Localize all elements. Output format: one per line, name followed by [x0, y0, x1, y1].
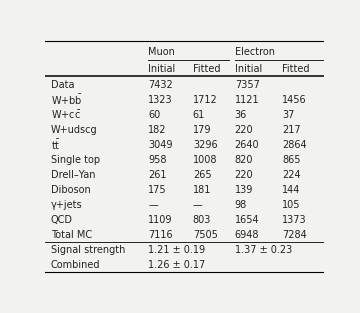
Text: 6948: 6948: [235, 230, 259, 240]
Text: Signal strength: Signal strength: [50, 245, 125, 255]
Text: 179: 179: [193, 125, 211, 135]
Text: 958: 958: [148, 155, 167, 165]
Text: 1323: 1323: [148, 95, 173, 105]
Text: 7116: 7116: [148, 230, 173, 240]
Text: 2864: 2864: [282, 140, 307, 150]
Text: QCD: QCD: [50, 215, 73, 225]
Text: 220: 220: [235, 170, 253, 180]
Text: W+b$\bar{\mathrm{b}}$: W+b$\bar{\mathrm{b}}$: [50, 93, 82, 107]
Text: 60: 60: [148, 110, 161, 120]
Text: Fitted: Fitted: [193, 64, 220, 74]
Text: 3049: 3049: [148, 140, 173, 150]
Text: Combined: Combined: [50, 260, 100, 270]
Text: 7505: 7505: [193, 230, 218, 240]
Text: —: —: [193, 200, 203, 210]
Text: 3296: 3296: [193, 140, 217, 150]
Text: 1109: 1109: [148, 215, 173, 225]
Text: Data: Data: [50, 80, 74, 90]
Text: Electron: Electron: [235, 47, 275, 57]
Text: 1654: 1654: [235, 215, 259, 225]
Text: 98: 98: [235, 200, 247, 210]
Text: 1.37 ± 0.23: 1.37 ± 0.23: [235, 245, 292, 255]
Text: 7284: 7284: [282, 230, 307, 240]
Text: W+udscg: W+udscg: [50, 125, 97, 135]
Text: 182: 182: [148, 125, 167, 135]
Text: 820: 820: [235, 155, 253, 165]
Text: Fitted: Fitted: [282, 64, 310, 74]
Text: 265: 265: [193, 170, 211, 180]
Text: 37: 37: [282, 110, 294, 120]
Text: Initial: Initial: [148, 64, 175, 74]
Text: 220: 220: [235, 125, 253, 135]
Text: 1008: 1008: [193, 155, 217, 165]
Text: Total MC: Total MC: [50, 230, 92, 240]
Text: 1.26 ± 0.17: 1.26 ± 0.17: [148, 260, 206, 270]
Text: 175: 175: [148, 185, 167, 195]
Text: 261: 261: [148, 170, 167, 180]
Text: Single top: Single top: [50, 155, 100, 165]
Text: 139: 139: [235, 185, 253, 195]
Text: 803: 803: [193, 215, 211, 225]
Text: Diboson: Diboson: [50, 185, 90, 195]
Text: Drell–Yan: Drell–Yan: [50, 170, 95, 180]
Text: 144: 144: [282, 185, 301, 195]
Text: 1.21 ± 0.19: 1.21 ± 0.19: [148, 245, 205, 255]
Text: 2640: 2640: [235, 140, 259, 150]
Text: Muon: Muon: [148, 47, 175, 57]
Text: 36: 36: [235, 110, 247, 120]
Text: 224: 224: [282, 170, 301, 180]
Text: —: —: [148, 200, 158, 210]
Text: 1456: 1456: [282, 95, 307, 105]
Text: 7432: 7432: [148, 80, 173, 90]
Text: 105: 105: [282, 200, 301, 210]
Text: t$\bar{\mathrm{t}}$: t$\bar{\mathrm{t}}$: [50, 138, 60, 152]
Text: Initial: Initial: [235, 64, 262, 74]
Text: 865: 865: [282, 155, 301, 165]
Text: 1712: 1712: [193, 95, 217, 105]
Text: 1373: 1373: [282, 215, 307, 225]
Text: 1121: 1121: [235, 95, 259, 105]
Text: γ+jets: γ+jets: [50, 200, 82, 210]
Text: 217: 217: [282, 125, 301, 135]
Text: 61: 61: [193, 110, 205, 120]
Text: 7357: 7357: [235, 80, 260, 90]
Text: W+c$\bar{\mathrm{c}}$: W+c$\bar{\mathrm{c}}$: [50, 109, 81, 121]
Text: 181: 181: [193, 185, 211, 195]
